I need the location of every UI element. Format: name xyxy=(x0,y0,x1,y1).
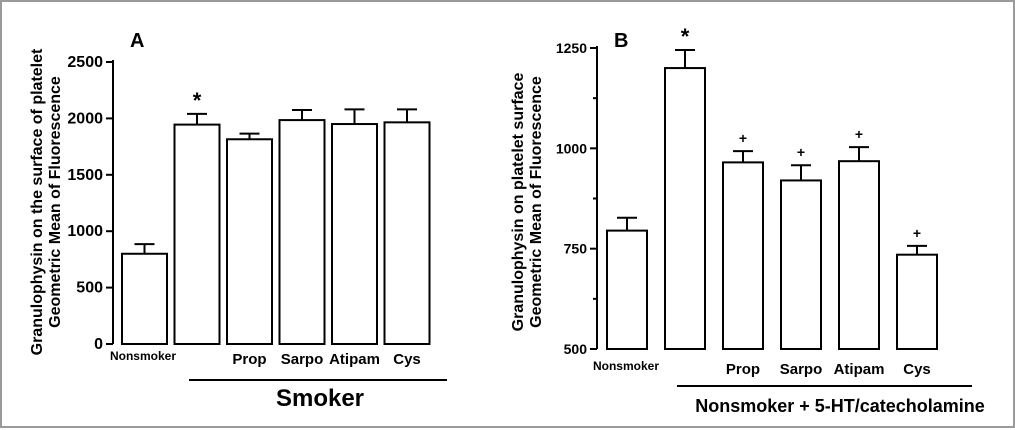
panel-b-ytick-label: 500 xyxy=(564,341,588,357)
panel-a-ytick-label: 1000 xyxy=(67,223,103,240)
panel-b-ytick-label: 1000 xyxy=(556,140,587,156)
panel-b-category-label: Prop xyxy=(726,361,760,378)
panel-b-group-label: Nonsmoker + 5-HT/catecholamine xyxy=(695,396,985,416)
panel-a-bar xyxy=(226,138,273,345)
panel-b-bar xyxy=(780,179,822,350)
panel-a-ytick-label: 2000 xyxy=(67,110,103,127)
panel-a-ytick-label: 2500 xyxy=(67,54,103,71)
panel-a-ytick-label: 1500 xyxy=(67,167,103,184)
panel-b-ylabel-line1: Granulophysin on platelet surface xyxy=(510,73,527,332)
panel-b-letter: B xyxy=(614,30,628,52)
panel-b-ytick-label: 1250 xyxy=(556,40,587,56)
panel-b-category-label: Sarpo xyxy=(780,361,823,378)
panel-a-category-label: Prop xyxy=(232,351,266,368)
panel-b-significance-marker: + xyxy=(739,130,747,146)
panel-b-category-label: Atipam xyxy=(834,361,885,378)
panel-b-bar xyxy=(722,161,764,350)
panel-b-category-label: Nonsmoker xyxy=(593,359,659,373)
panel-a-category-label: Cys xyxy=(393,351,421,368)
panel-b-plot: 500 750 1000 1250 Nonsmoker * + Prop + Sarpo + Atip… xyxy=(556,24,938,378)
panel-a-letter: A xyxy=(130,30,144,52)
panel-a-ytick-label: 500 xyxy=(76,280,103,297)
panel-a-bar xyxy=(173,123,221,345)
panel-b-bar xyxy=(606,229,648,351)
panel-a-bar xyxy=(121,252,168,345)
panel-b-bar xyxy=(896,253,938,350)
panel-a-bar xyxy=(278,119,326,346)
panel-a-category-label: Nonsmoker xyxy=(110,349,176,363)
panel-a-ylabel-line1: Granulophysin on the surface of platelet xyxy=(29,48,46,355)
panel-a-plot: 0 500 1000 1500 2000 2500 Nonsmoker * Prop Sarpo A… xyxy=(67,54,431,368)
panel-a-category-label: Atipam xyxy=(329,351,380,368)
panel-a-category-label: Sarpo xyxy=(281,351,324,368)
panel-b-category-label: Cys xyxy=(903,361,931,378)
panel-a-bar xyxy=(331,123,378,346)
panel-b-ylabel-line2: Geometric Mean of Fluorescence xyxy=(528,76,545,328)
panel-a-ylabel-line2: Geometric Mean of Fluorescence xyxy=(47,76,64,328)
panel-b-significance-marker: + xyxy=(797,144,805,160)
panel-b-significance-marker: + xyxy=(855,126,863,142)
panel-b-bar xyxy=(664,67,706,350)
panel-b-significance-marker: + xyxy=(913,225,921,241)
panel-a-significance-marker: * xyxy=(193,88,202,113)
panel-a-bar xyxy=(383,121,431,345)
panel-b-bar xyxy=(838,160,880,350)
panel-a-ytick-label: 0 xyxy=(94,336,103,353)
panel-b-ytick-label: 750 xyxy=(564,241,588,257)
panel-b-significance-marker: * xyxy=(681,24,690,49)
panel-a-group-label: Smoker xyxy=(276,385,364,412)
